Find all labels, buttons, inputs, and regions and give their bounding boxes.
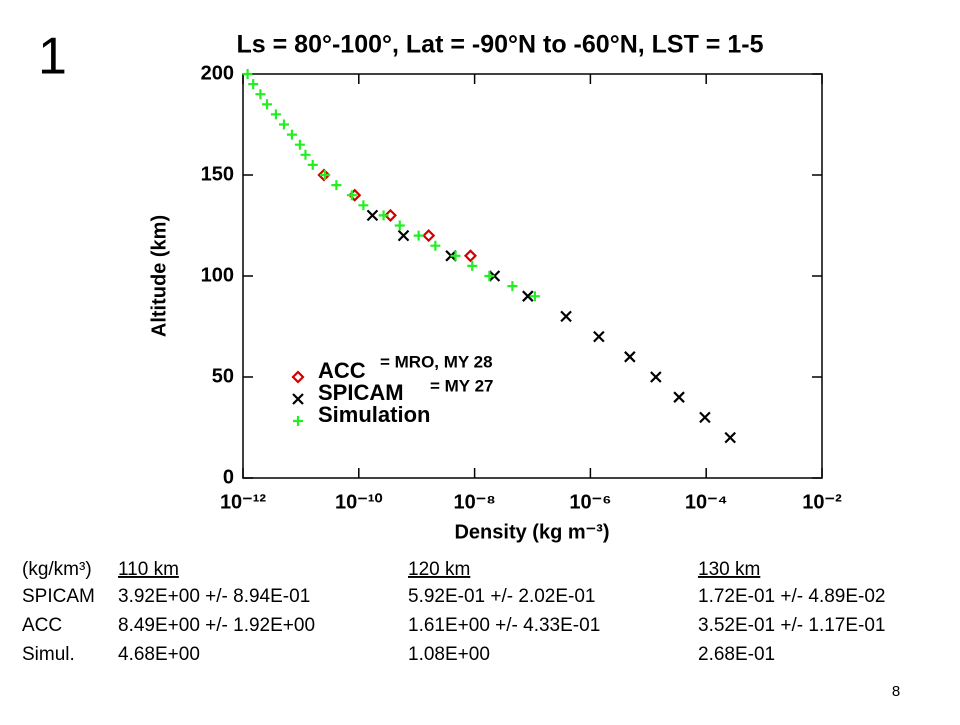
point <box>450 250 461 261</box>
point <box>293 416 303 426</box>
point <box>291 370 305 384</box>
point <box>529 291 540 302</box>
point <box>378 210 389 221</box>
x-tick-label: 10⁻¹⁰ <box>335 491 382 513</box>
chart-title: Ls = 80°-100°, Lat = -90°N to -60°N, LST… <box>237 31 764 59</box>
point <box>383 208 398 222</box>
point <box>278 119 289 130</box>
table-header: 130 km <box>698 559 760 580</box>
table-cell: 1.61E+00 +/- 4.33E-01 <box>408 615 600 636</box>
y-tick-label: 50 <box>212 365 234 387</box>
x-tick-label: 10⁻⁸ <box>453 491 495 513</box>
page-number: 8 <box>892 683 900 700</box>
y-axis-title: Altitude (km) <box>148 215 170 337</box>
point <box>484 271 495 281</box>
point <box>358 200 369 211</box>
point <box>422 229 436 243</box>
point <box>294 139 305 150</box>
legend-label: ACC <box>318 358 366 383</box>
point <box>270 109 281 120</box>
x-axis-title: Density (kg m⁻³) <box>454 521 609 543</box>
legend-label: Simulation <box>318 402 430 427</box>
table-cell: Simul. <box>22 644 75 665</box>
x-tick-label: 10⁻⁶ <box>569 491 611 513</box>
point <box>560 310 572 323</box>
y-tick-label: 0 <box>223 466 234 488</box>
table-cell: 8.49E+00 +/- 1.92E+00 <box>118 615 315 636</box>
table-cell: 3.52E-01 +/- 1.17E-01 <box>698 615 886 636</box>
point <box>292 393 304 405</box>
annotation: = MRO, MY 28 <box>380 352 493 371</box>
y-tick-label: 100 <box>201 264 234 286</box>
point <box>673 391 685 403</box>
point <box>242 69 253 79</box>
point <box>300 149 311 160</box>
point <box>463 249 478 263</box>
table-cell: SPICAM <box>22 586 95 607</box>
y-tick-label: 200 <box>201 62 234 84</box>
legend-label: SPICAM <box>318 380 404 405</box>
table-header: 120 km <box>408 559 470 580</box>
table-header: (kg/km³) <box>22 559 92 580</box>
point <box>307 159 318 170</box>
table-cell: 2.68E-01 <box>698 644 775 665</box>
table-cell: 4.68E+00 <box>118 644 200 665</box>
point <box>507 281 518 292</box>
x-tick-label: 10⁻⁴ <box>685 491 728 513</box>
point <box>522 290 534 302</box>
table-cell: 3.92E+00 +/- 8.94E-01 <box>118 586 310 607</box>
point <box>724 431 737 444</box>
point <box>366 209 379 222</box>
table-header: 110 km <box>118 559 179 580</box>
point <box>413 230 424 241</box>
x-tick-label: 10⁻¹² <box>220 491 266 513</box>
point <box>319 170 330 180</box>
point <box>394 220 405 231</box>
y-tick-label: 150 <box>201 163 234 185</box>
point <box>397 229 410 242</box>
table-cell: 1.72E-01 +/- 4.89E-02 <box>698 586 886 607</box>
point <box>699 411 711 424</box>
annotation: = MY 27 <box>430 376 493 395</box>
x-tick-label: 10⁻² <box>802 491 842 513</box>
table-cell: 5.92E-01 +/- 2.02E-01 <box>408 586 596 607</box>
point <box>467 260 478 271</box>
slide-label: 1 <box>38 28 67 86</box>
point <box>624 351 636 363</box>
point <box>488 270 501 282</box>
point <box>248 79 259 90</box>
point <box>286 129 297 140</box>
table-cell: 1.08E+00 <box>408 644 490 665</box>
point <box>331 180 342 191</box>
point <box>262 99 273 110</box>
point <box>255 89 266 100</box>
point <box>650 371 662 383</box>
table-cell: ACC <box>22 615 62 636</box>
point <box>593 330 605 343</box>
point <box>346 190 357 201</box>
point <box>430 240 441 251</box>
